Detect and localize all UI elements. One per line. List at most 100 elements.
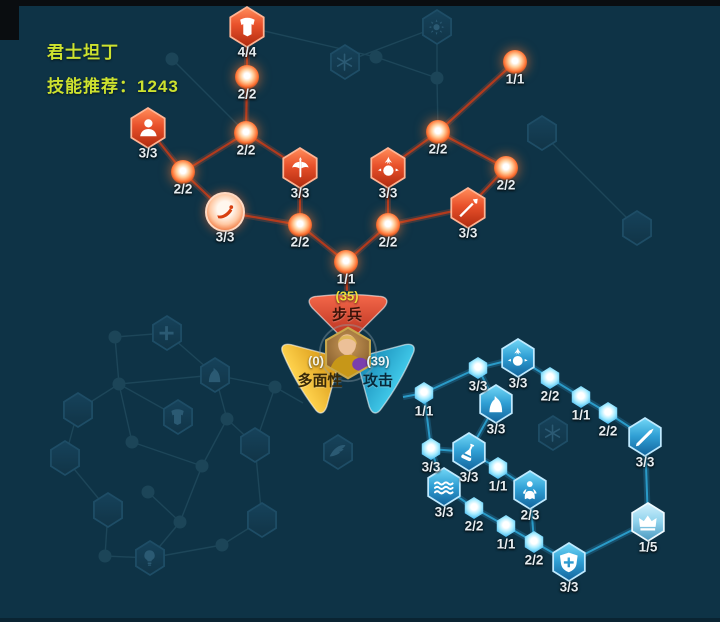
skill-node-t11[interactable] bbox=[370, 147, 406, 189]
ghost-skill-node[interactable] bbox=[247, 502, 277, 538]
skill-node-a18[interactable] bbox=[513, 470, 547, 510]
skill-node-level: 1/5 bbox=[638, 539, 658, 555]
skill-node-level: 3/3 bbox=[138, 145, 158, 161]
skill-node-t10[interactable] bbox=[426, 120, 450, 144]
skill-node-level: 1/1 bbox=[571, 407, 591, 423]
skill-node-a16[interactable] bbox=[421, 438, 441, 460]
skill-node-t8[interactable] bbox=[288, 213, 312, 237]
skill-node-level: 3/3 bbox=[468, 378, 488, 394]
ghost-skill-node[interactable] bbox=[125, 435, 139, 449]
skill-node-t4[interactable] bbox=[130, 107, 166, 149]
ghost-skill-node[interactable] bbox=[50, 440, 80, 476]
skill-node-level: 3/3 bbox=[458, 225, 478, 241]
fire-icon bbox=[376, 155, 401, 181]
skill-node-a6[interactable] bbox=[571, 386, 591, 408]
infantry-points: (35) bbox=[335, 288, 359, 304]
skill-node-a11[interactable] bbox=[524, 531, 544, 553]
skill-node-a17[interactable] bbox=[488, 457, 508, 479]
skill-node-level: 3/3 bbox=[421, 459, 441, 475]
ghost-skill-node[interactable] bbox=[200, 357, 230, 393]
ghost-skill-node[interactable] bbox=[538, 415, 568, 451]
ghost-skill-node[interactable] bbox=[240, 427, 270, 463]
wing-icon bbox=[327, 441, 348, 463]
skill-node-a3[interactable] bbox=[501, 338, 535, 378]
skill-node-a9[interactable] bbox=[631, 502, 665, 542]
skill-node-a8[interactable] bbox=[628, 417, 662, 457]
skill-node-a1[interactable] bbox=[414, 382, 434, 404]
horse-icon bbox=[484, 392, 508, 417]
ghost-skill-node[interactable] bbox=[422, 9, 452, 45]
ghost-skill-node[interactable] bbox=[323, 434, 353, 470]
versatility-label: 多面性 bbox=[297, 372, 343, 390]
skill-node-t15[interactable] bbox=[334, 250, 358, 274]
skill-node-level: 1/1 bbox=[488, 478, 508, 494]
chest-icon bbox=[167, 406, 188, 428]
skill-node-t9[interactable] bbox=[503, 50, 527, 74]
ghost-skill-node[interactable] bbox=[108, 330, 122, 344]
chest-icon bbox=[235, 14, 260, 40]
skill-node-a12[interactable] bbox=[496, 515, 516, 537]
skill-node-level: 2/2 bbox=[464, 518, 484, 534]
skill-node-a15[interactable] bbox=[452, 432, 486, 472]
skill-node-level: 2/2 bbox=[290, 234, 310, 250]
ghost-skill-node[interactable] bbox=[141, 485, 155, 499]
skill-node-level: 1/1 bbox=[336, 271, 356, 287]
skill-node-level: 3/3 bbox=[486, 421, 506, 437]
ghost-skill-node[interactable] bbox=[215, 538, 229, 552]
skill-node-t14[interactable] bbox=[376, 213, 400, 237]
skill-node-t2[interactable] bbox=[235, 65, 259, 89]
skill-node-t13[interactable] bbox=[450, 187, 486, 229]
skill-node-t7[interactable] bbox=[282, 147, 318, 189]
ghost-skill-node[interactable] bbox=[98, 549, 112, 563]
skill-node-t6[interactable] bbox=[205, 192, 245, 232]
ghost-skill-node[interactable] bbox=[622, 210, 652, 246]
ghost-skill-node[interactable] bbox=[93, 492, 123, 528]
skill-node-a7[interactable] bbox=[598, 402, 618, 424]
skill-node-level: 1/1 bbox=[505, 71, 525, 87]
commander-info: 君士坦丁 技能推荐：1243 bbox=[47, 38, 179, 97]
crown-icon bbox=[636, 510, 660, 535]
ghost-skill-node[interactable] bbox=[527, 115, 557, 151]
infantry-label: 步兵 bbox=[331, 306, 363, 324]
ghost-skill-node[interactable] bbox=[220, 412, 234, 426]
skill-node-t1[interactable] bbox=[229, 6, 265, 48]
ghost-skill-node[interactable] bbox=[152, 315, 182, 351]
head-icon bbox=[136, 115, 161, 141]
skill-node-a2[interactable] bbox=[468, 357, 488, 379]
ghost-skill-node[interactable] bbox=[135, 540, 165, 576]
ghost-skill-node[interactable] bbox=[112, 377, 126, 391]
skill-node-level: 2/2 bbox=[598, 423, 618, 439]
skill-node-a4[interactable] bbox=[540, 367, 560, 389]
skill-node-t5[interactable] bbox=[171, 160, 195, 184]
commander-emblem[interactable] bbox=[281, 293, 415, 414]
versatility-points: (0) bbox=[308, 353, 324, 369]
attack-label: 攻击 bbox=[362, 372, 394, 390]
skill-recommendation: 技能推荐：1243 bbox=[47, 77, 179, 96]
ghost-skill-node[interactable] bbox=[330, 44, 360, 80]
skill-node-t12[interactable] bbox=[494, 156, 518, 180]
fire-icon bbox=[506, 346, 530, 371]
ghost-skill-node[interactable] bbox=[369, 50, 383, 64]
ghost-skill-node[interactable] bbox=[165, 52, 179, 66]
skill-node-level: 3/3 bbox=[459, 469, 479, 485]
flask-icon bbox=[457, 440, 481, 465]
ghost-skill-node[interactable] bbox=[195, 459, 209, 473]
bulb-icon bbox=[139, 547, 160, 569]
skill-node-level: 2/2 bbox=[428, 141, 448, 157]
skill-node-level: 3/3 bbox=[635, 454, 655, 470]
ghost-skill-node[interactable] bbox=[163, 399, 193, 435]
window-edge-corner bbox=[0, 0, 19, 40]
skill-node-level: 2/2 bbox=[524, 552, 544, 568]
window-edge-bottom bbox=[0, 618, 720, 622]
ghost-skill-node[interactable] bbox=[173, 515, 187, 529]
ghost-skill-node[interactable] bbox=[63, 392, 93, 428]
waves-icon bbox=[432, 475, 456, 500]
skill-node-level: 2/2 bbox=[237, 86, 257, 102]
ghost-skill-node[interactable] bbox=[268, 380, 282, 394]
skill-node-a13[interactable] bbox=[464, 497, 484, 519]
skill-node-a10[interactable] bbox=[552, 542, 586, 582]
ghost-skill-node[interactable] bbox=[430, 71, 444, 85]
skill-node-level: 3/3 bbox=[559, 579, 579, 595]
skill-node-t3[interactable] bbox=[234, 121, 258, 145]
